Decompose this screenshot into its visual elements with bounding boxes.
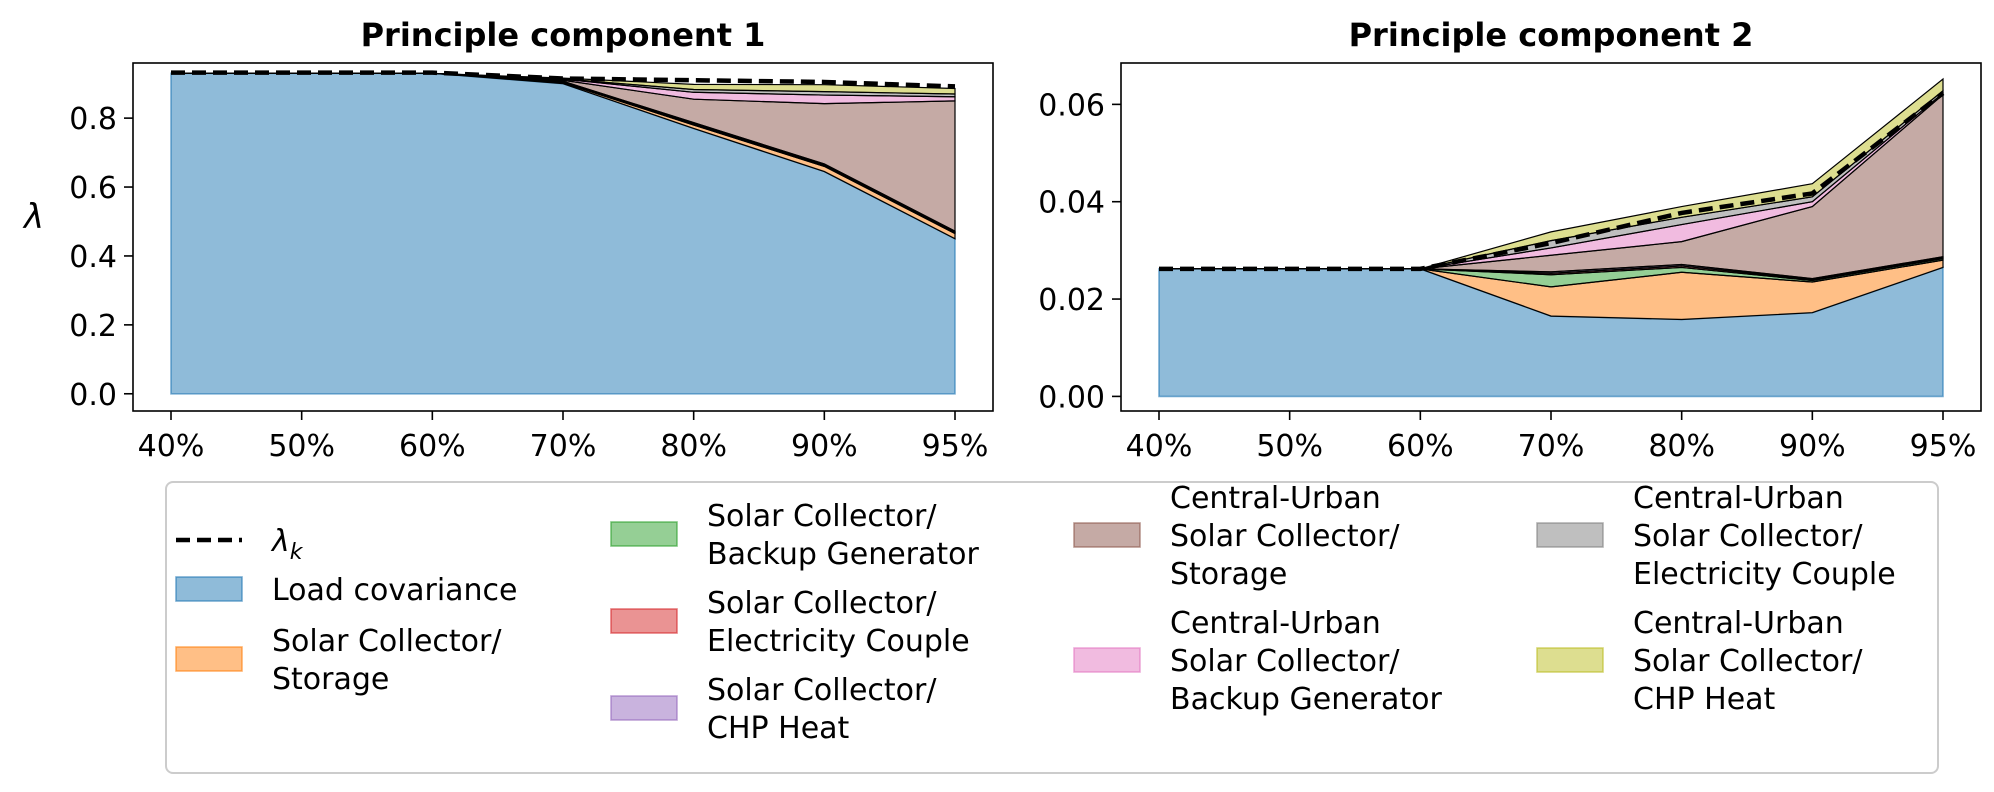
legend-label: Solar Collector/ xyxy=(272,624,502,659)
legend-entry-solar-collector-electricity-couple: Solar Collector/Electricity Couple xyxy=(610,586,970,659)
x-tick-label: 70% xyxy=(530,429,597,464)
legend-label: CHP Heat xyxy=(707,711,850,746)
y-tick-label: 0.4 xyxy=(69,240,117,275)
x-tick-label: 80% xyxy=(660,429,727,464)
x-tick-label: 80% xyxy=(1648,429,1715,464)
legend-entry-solar-collector-storage: Solar Collector/Storage xyxy=(175,624,502,697)
legend-frame xyxy=(165,481,1939,774)
legend-label: Storage xyxy=(272,662,389,697)
y-tick-label: 0.2 xyxy=(69,309,117,344)
legend-swatch xyxy=(1536,647,1604,673)
x-tick-label: 50% xyxy=(1256,429,1323,464)
legend-label: Backup Generator xyxy=(707,537,980,572)
legend-label: Electricity Couple xyxy=(707,624,970,659)
legend-entry-load-covariance: Load covariance xyxy=(175,573,518,608)
legend-swatch xyxy=(610,608,678,634)
legend-label: Solar Collector/ xyxy=(707,586,937,621)
x-tick-label: 90% xyxy=(1779,429,1846,464)
x-tick-label: 40% xyxy=(1126,429,1193,464)
chart-title: Principle component 2 xyxy=(1349,16,1754,54)
legend-label: CHP Heat xyxy=(1633,682,1776,717)
legend-label: Solar Collector/ xyxy=(707,499,937,534)
legend-swatch xyxy=(610,521,678,547)
panel-principle-component-1: 0.0 0.2 0.4 0.6 0.8 40% 50% 60% 70% 80% 90% 95% Pr… xyxy=(22,16,994,464)
legend-label-subscript: k xyxy=(290,540,304,565)
legend-swatch xyxy=(610,695,678,721)
legend-label: Load covariance xyxy=(272,573,518,608)
x-tick-label: 95% xyxy=(922,429,989,464)
legend-label: Solar Collector/ xyxy=(1170,644,1400,679)
y-tick-label: 0.06 xyxy=(1038,88,1105,123)
x-tick-label: 60% xyxy=(399,429,466,464)
y-tick-label: 0.0 xyxy=(69,378,117,413)
legend-label: Central-Urban xyxy=(1633,481,1844,516)
x-tick-label: 70% xyxy=(1518,429,1585,464)
legend-swatch xyxy=(1536,522,1604,548)
legend-label: λk xyxy=(270,524,304,565)
legend-label: Solar Collector/ xyxy=(1170,519,1400,554)
x-tick-label: 40% xyxy=(138,429,205,464)
y-tick-label: 0.00 xyxy=(1038,380,1105,415)
legend-entry-solar-collector-chp-heat: Solar Collector/CHP Heat xyxy=(610,673,937,746)
legend-label: Storage xyxy=(1170,557,1287,592)
legend: λk Load covariance Solar Collector/Storage… xyxy=(165,481,1939,774)
legend-label: Electricity Couple xyxy=(1633,557,1896,592)
y-tick-label: 0.8 xyxy=(69,102,117,137)
legend-label: Solar Collector/ xyxy=(707,673,937,708)
x-tick-label: 90% xyxy=(791,429,858,464)
y-tick-label: 0.02 xyxy=(1038,283,1105,318)
legend-swatch xyxy=(1073,522,1141,548)
legend-label: Central-Urban xyxy=(1633,606,1844,641)
panel-principle-component-2: 0.00 0.02 0.04 0.06 40% 50% 60% 70% 80% 90% 95% P… xyxy=(1038,16,1982,464)
legend-label: Central-Urban xyxy=(1170,606,1381,641)
y-axis-label: λ xyxy=(22,197,44,237)
legend-swatch xyxy=(175,646,243,672)
lambda-k-line xyxy=(171,70,956,89)
legend-swatch xyxy=(1073,647,1141,673)
legend-entry-solar-collector-backup-generator: Solar Collector/Backup Generator xyxy=(610,499,980,572)
legend-label: Solar Collector/ xyxy=(1633,644,1863,679)
chart-title: Principle component 1 xyxy=(361,16,766,54)
legend-label-main: λ xyxy=(270,524,290,559)
legend-entry-k: λk xyxy=(176,524,304,565)
legend-label: Backup Generator xyxy=(1170,682,1443,717)
x-tick-label: 50% xyxy=(268,429,335,464)
lambda-k-line xyxy=(1159,91,1945,272)
legend-label: Solar Collector/ xyxy=(1633,519,1863,554)
y-tick-label: 0.6 xyxy=(69,171,117,206)
x-tick-label: 60% xyxy=(1387,429,1454,464)
legend-swatch xyxy=(175,576,243,602)
x-tick-label: 95% xyxy=(1910,429,1977,464)
y-tick-label: 0.04 xyxy=(1038,186,1105,221)
legend-label: Central-Urban xyxy=(1170,481,1381,516)
